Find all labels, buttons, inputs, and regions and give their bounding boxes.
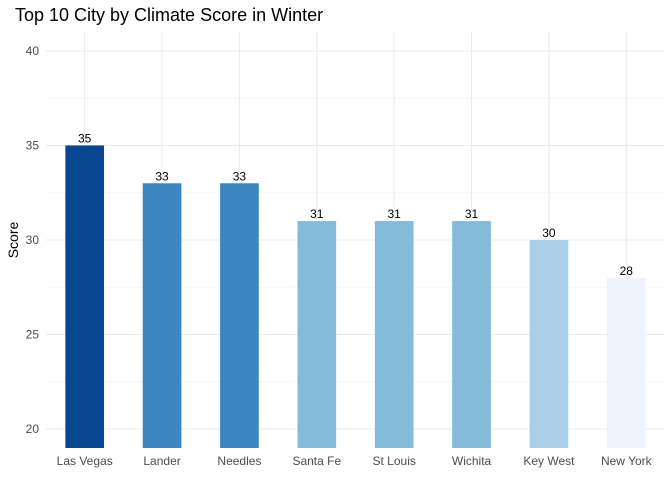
bars [65, 145, 646, 449]
gridlines [46, 32, 665, 448]
y-tick-label: 40 [26, 44, 40, 58]
bar [452, 221, 491, 448]
bar [606, 277, 646, 448]
data-label: 31 [310, 207, 324, 221]
chart-title: Top 10 City by Climate Score in Winter [15, 5, 324, 25]
y-axis-ticks: 20 25 30 35 40 [26, 44, 40, 436]
x-tick-label: Lander [143, 454, 180, 468]
x-tick-label: Key West [523, 454, 575, 468]
x-tick-label: Needles [217, 454, 261, 468]
data-label: 31 [388, 207, 402, 221]
data-label: 31 [465, 207, 479, 221]
bar [374, 221, 414, 448]
data-label: 35 [78, 131, 92, 145]
x-axis-ticks: Las Vegas Lander Needles Santa Fe St Louis Wi… [57, 454, 653, 468]
x-tick-label: New York [601, 454, 653, 468]
data-labels: 35 33 33 31 31 31 30 28 [78, 131, 633, 277]
bar [297, 221, 337, 448]
bar [65, 145, 105, 449]
bar [529, 240, 569, 448]
x-tick-label: Las Vegas [57, 454, 113, 468]
data-label: 33 [233, 169, 247, 183]
data-label: 30 [542, 226, 556, 240]
data-label: 33 [155, 169, 169, 183]
bar [142, 183, 182, 449]
x-tick-label: St Louis [373, 454, 416, 468]
y-tick-label: 30 [26, 233, 40, 247]
y-tick-label: 25 [26, 328, 40, 342]
x-tick-label: Wichita [452, 454, 492, 468]
y-tick-label: 20 [26, 422, 40, 436]
x-tick-label: Santa Fe [292, 454, 341, 468]
bar [220, 183, 259, 449]
y-tick-label: 35 [26, 138, 40, 152]
data-label: 28 [620, 264, 634, 278]
